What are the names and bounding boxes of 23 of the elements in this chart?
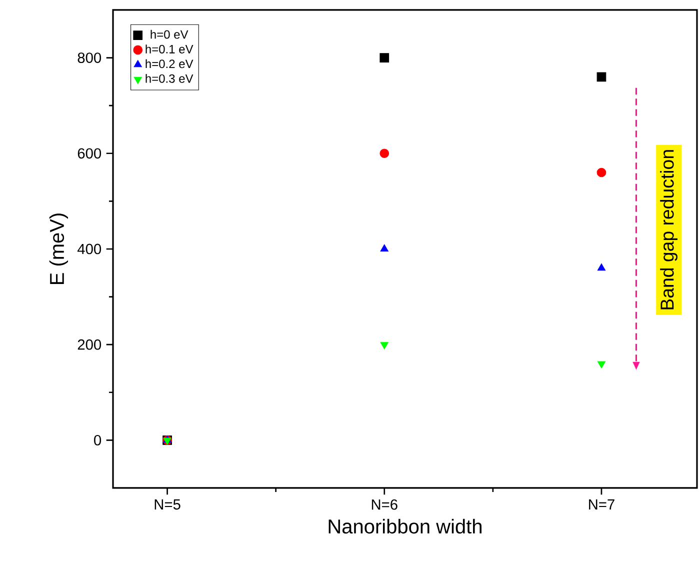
x-tick-label: N=6 <box>372 499 398 510</box>
point <box>380 53 390 62</box>
annotation: Band gap reduction <box>660 150 678 310</box>
x-tick-label: N=7 <box>589 499 614 510</box>
point <box>380 148 390 158</box>
y-axis-title: E (meV) <box>49 214 68 284</box>
legend-label: h=0.2 eV <box>146 59 194 68</box>
point <box>596 168 606 178</box>
legend-label: h=0 eV <box>150 30 188 39</box>
point <box>380 342 388 350</box>
legend-label: h=0.1 eV <box>146 44 194 54</box>
point <box>380 244 388 252</box>
point <box>596 72 606 82</box>
point <box>597 361 606 368</box>
y-tick-label: 800 <box>78 52 102 63</box>
y-tick-label: 200 <box>78 339 102 350</box>
x-tick-label: N=5 <box>154 499 180 510</box>
point <box>597 263 606 271</box>
legend-label: h=0.3 eV <box>146 74 194 83</box>
x-axis-title: Nanoribbon width <box>328 518 482 534</box>
y-tick-label: 600 <box>78 148 102 159</box>
y-tick-label: 400 <box>77 244 102 254</box>
y-tick-label: 0 <box>94 435 102 446</box>
